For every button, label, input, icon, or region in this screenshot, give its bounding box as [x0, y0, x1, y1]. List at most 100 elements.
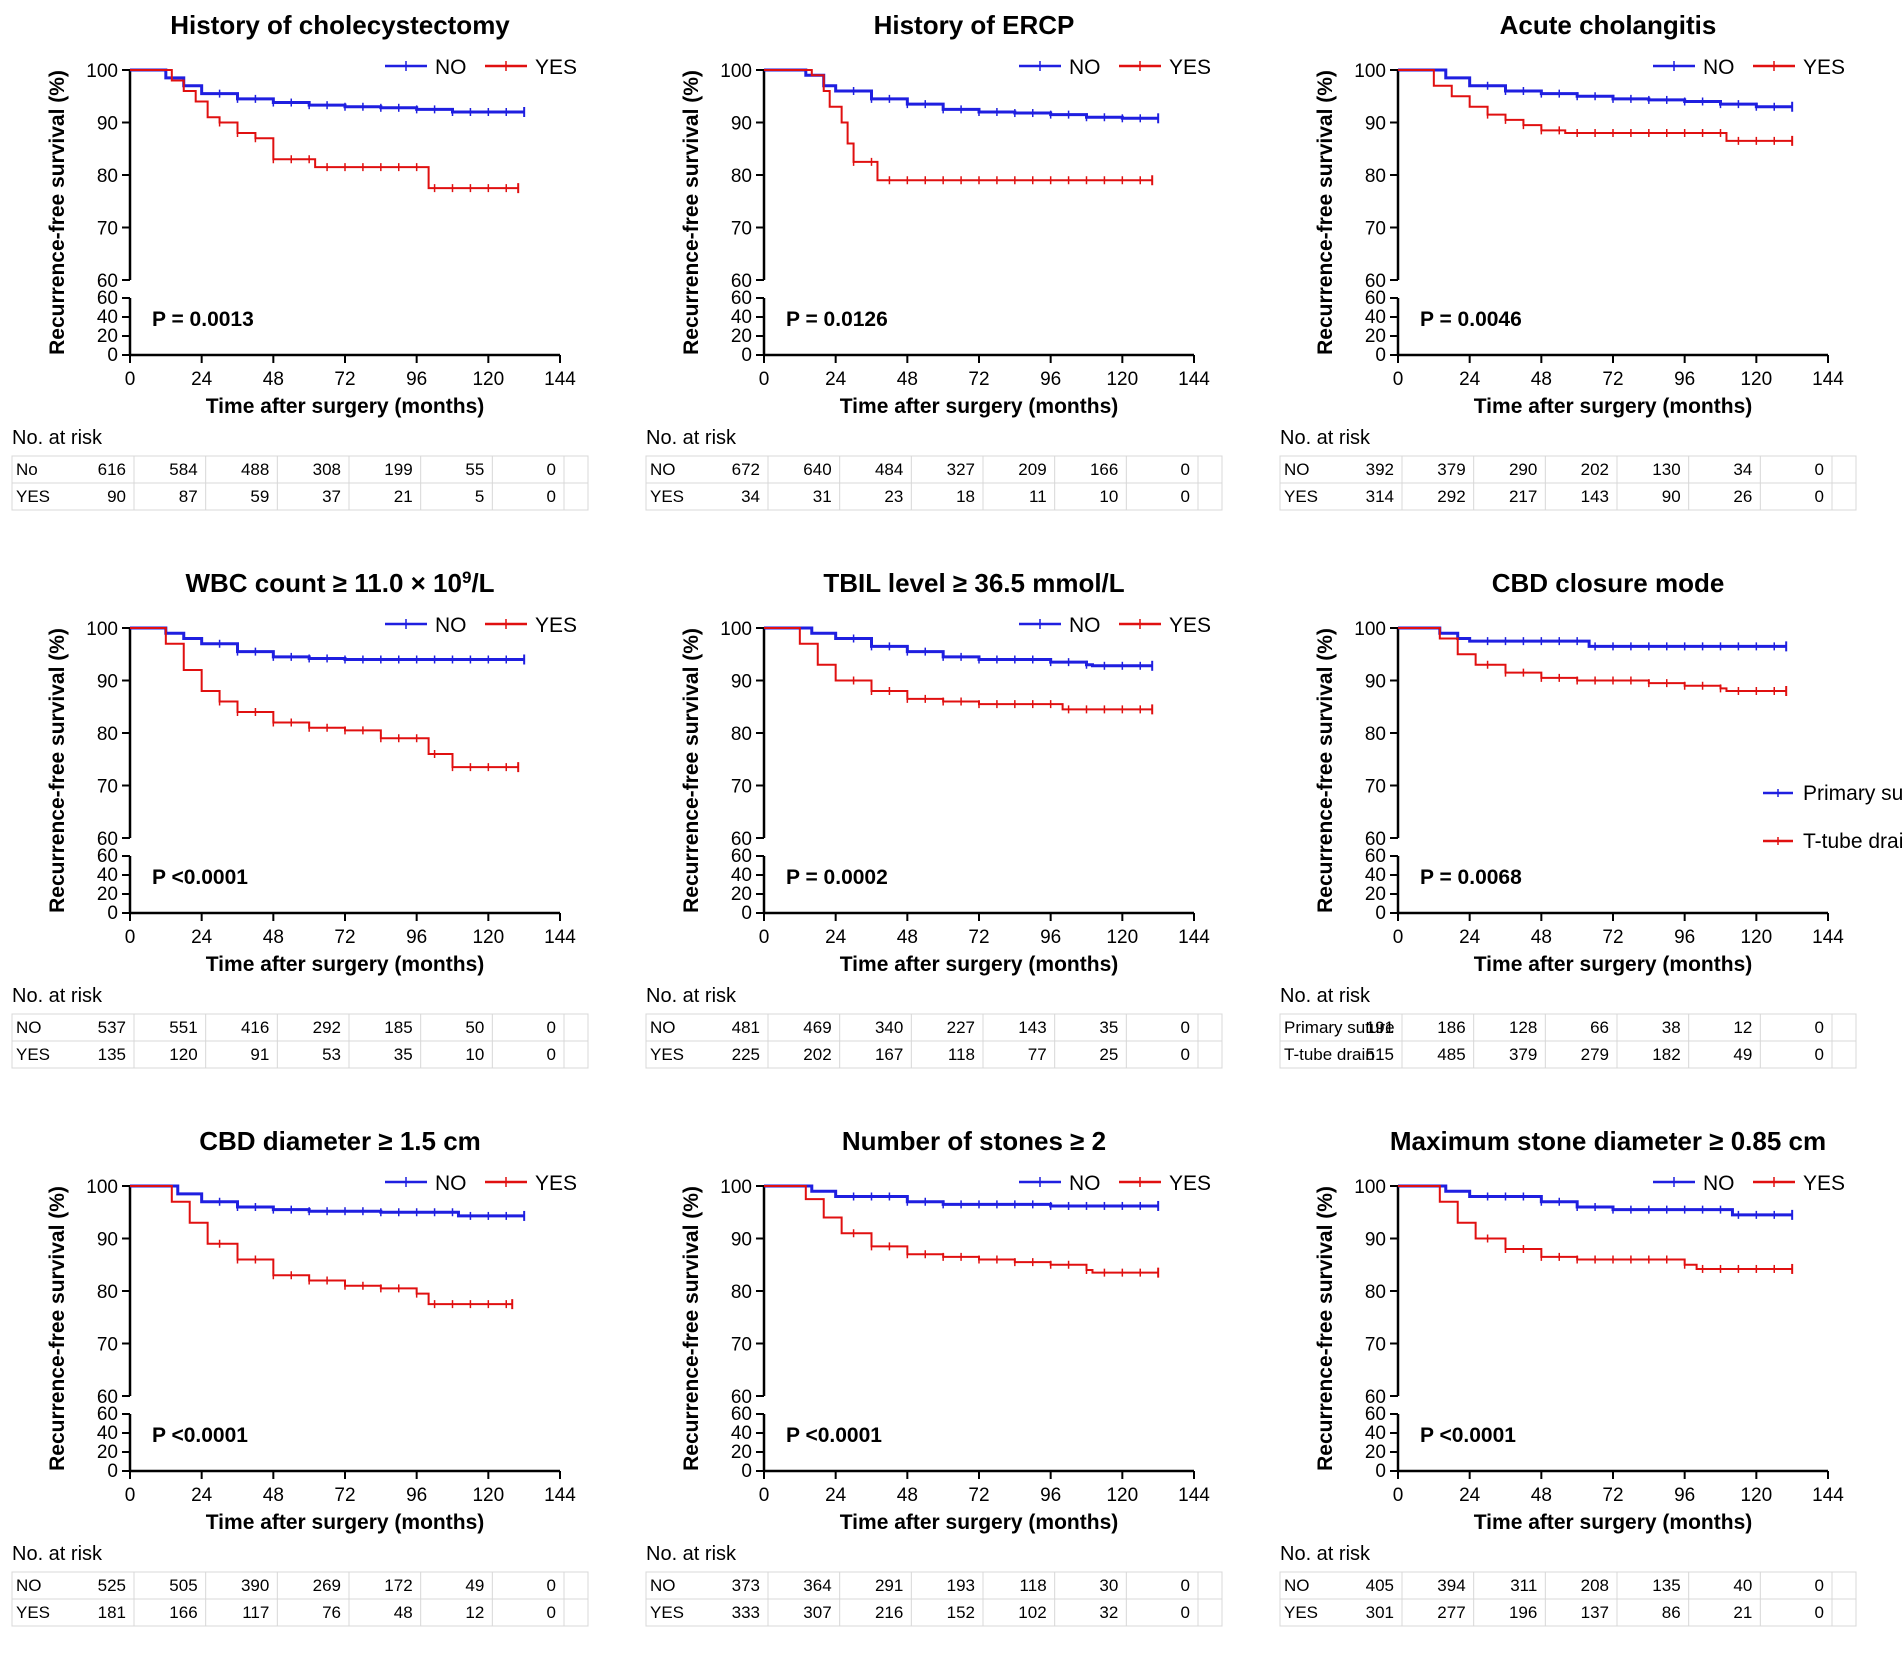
- y-tick-label: 0: [741, 903, 752, 924]
- x-tick-label: 144: [544, 927, 576, 948]
- legend-label: NO: [435, 1172, 467, 1195]
- risk-cell: 34: [741, 487, 760, 506]
- risk-cell: 0: [1181, 487, 1190, 506]
- x-tick-label: 48: [263, 927, 284, 948]
- km-chart-svg: Maximum stone diameter ≥ 0.85 cm Recurren…: [1279, 1126, 1857, 1627]
- y-tick-label: 60: [731, 846, 752, 867]
- risk-table-title: No. at risk: [646, 427, 737, 449]
- x-tick-label: 144: [1812, 1485, 1844, 1506]
- x-tick-label: 96: [1674, 369, 1695, 390]
- risk-cell: 301: [1366, 1603, 1394, 1622]
- risk-cell: 21: [394, 487, 413, 506]
- chart-title-main: Acute cholangitis: [1500, 10, 1717, 40]
- risk-cell: 32: [1099, 1603, 1118, 1622]
- km-chart-svg: CBD diameter ≥ 1.5 cm Recurrence-free sur…: [11, 1126, 589, 1627]
- risk-cell: 166: [169, 1603, 197, 1622]
- risk-cell: 390: [241, 1576, 269, 1595]
- risk-cell: 340: [875, 1018, 903, 1037]
- x-tick-label: 0: [759, 369, 770, 390]
- risk-cell: 59: [250, 487, 269, 506]
- chart-title-main: History of ERCP: [874, 10, 1075, 40]
- x-tick-label: 72: [334, 369, 355, 390]
- chart-title: History of cholecystectomy: [170, 10, 510, 40]
- risk-cell: 193: [947, 1576, 975, 1595]
- y-axis-label: Recurrence-free survival (%): [46, 628, 69, 913]
- y-tick-label: 90: [731, 1230, 752, 1251]
- x-tick-label: 72: [1602, 927, 1623, 948]
- x-tick-label: 0: [1393, 927, 1404, 948]
- y-tick-label: 0: [1375, 1461, 1386, 1482]
- y-tick-label: 70: [731, 777, 752, 798]
- y-tick-label: 60: [97, 1404, 118, 1425]
- risk-cell: 5: [475, 487, 484, 506]
- chart-title: WBC count ≥ 11.0 × 109/L: [185, 568, 494, 599]
- x-axis-label: Time after surgery (months): [840, 395, 1119, 418]
- y-tick-label: 90: [731, 114, 752, 135]
- risk-cell: 484: [875, 460, 903, 479]
- x-tick-label: 24: [825, 1485, 847, 1506]
- risk-cell: 292: [313, 1018, 341, 1037]
- risk-cell: 49: [465, 1576, 484, 1595]
- x-tick-label: 0: [125, 927, 136, 948]
- risk-cell: 181: [98, 1603, 126, 1622]
- x-tick-label: 48: [897, 1485, 918, 1506]
- risk-cell: 34: [1733, 460, 1752, 479]
- risk-cell: 394: [1437, 1576, 1465, 1595]
- km-panel: History of cholecystectomy Recurrence-fre…: [0, 0, 634, 558]
- risk-cell: 49: [1733, 1045, 1752, 1064]
- risk-cell: 196: [1509, 1603, 1537, 1622]
- p-value-label: P = 0.0068: [1420, 866, 1522, 889]
- risk-table-title: No. at risk: [12, 427, 103, 449]
- p-value-label: P = 0.0046: [1420, 308, 1522, 331]
- x-tick-label: 72: [1602, 369, 1623, 390]
- x-tick-label: 48: [263, 369, 284, 390]
- risk-cell: 292: [1437, 487, 1465, 506]
- x-tick-label: 24: [1459, 369, 1481, 390]
- risk-cell: 307: [803, 1603, 831, 1622]
- y-tick-label: 0: [107, 345, 118, 366]
- legend-label: YES: [1169, 56, 1211, 79]
- y-tick-label: 60: [731, 271, 752, 292]
- risk-cell: 333: [732, 1603, 760, 1622]
- x-tick-label: 120: [1740, 369, 1772, 390]
- risk-cell: 0: [1181, 1576, 1190, 1595]
- x-tick-label: 72: [334, 1485, 355, 1506]
- risk-row-label: YES: [650, 1045, 684, 1064]
- risk-row: [11, 1040, 589, 1069]
- y-tick-label: 0: [107, 1461, 118, 1482]
- chart-title: Maximum stone diameter ≥ 0.85 cm: [1390, 1126, 1826, 1156]
- y-tick-label: 80: [1365, 724, 1386, 745]
- y-tick-label: 20: [1365, 326, 1386, 347]
- legend-label: YES: [535, 1172, 577, 1195]
- x-axis-label: Time after surgery (months): [206, 1511, 485, 1534]
- risk-cell: 25: [1099, 1045, 1118, 1064]
- risk-cell: 616: [98, 460, 126, 479]
- x-axis-label: Time after surgery (months): [1474, 395, 1753, 418]
- y-tick-label: 70: [97, 777, 118, 798]
- risk-cell: 77: [1028, 1045, 1047, 1064]
- risk-cell: 48: [394, 1603, 413, 1622]
- risk-cell: 86: [1662, 1603, 1681, 1622]
- legend-label: NO: [1703, 56, 1735, 79]
- risk-row-label: YES: [16, 1045, 50, 1064]
- risk-cell: 166: [1090, 460, 1118, 479]
- p-value-label: P = 0.0126: [786, 308, 888, 331]
- risk-cell: 120: [169, 1045, 197, 1064]
- km-chart-svg: CBD closure mode Recurrence-free survival…: [1279, 568, 1902, 1069]
- x-tick-label: 120: [1106, 369, 1138, 390]
- y-tick-label: 0: [741, 345, 752, 366]
- y-axis-label: Recurrence-free survival (%): [1314, 1186, 1337, 1471]
- y-axis-label: Recurrence-free survival (%): [1314, 628, 1337, 913]
- risk-cell: 185: [384, 1018, 412, 1037]
- x-axis-label: Time after surgery (months): [206, 395, 485, 418]
- x-tick-label: 0: [125, 369, 136, 390]
- x-tick-label: 48: [1531, 927, 1552, 948]
- y-tick-label: 80: [97, 724, 118, 745]
- x-tick-label: 72: [968, 927, 989, 948]
- risk-cell: 23: [884, 487, 903, 506]
- risk-cell: 26: [1733, 487, 1752, 506]
- y-tick-label: 40: [731, 865, 752, 886]
- risk-cell: 167: [875, 1045, 903, 1064]
- x-tick-label: 72: [334, 927, 355, 948]
- y-tick-label: 100: [1354, 1177, 1386, 1198]
